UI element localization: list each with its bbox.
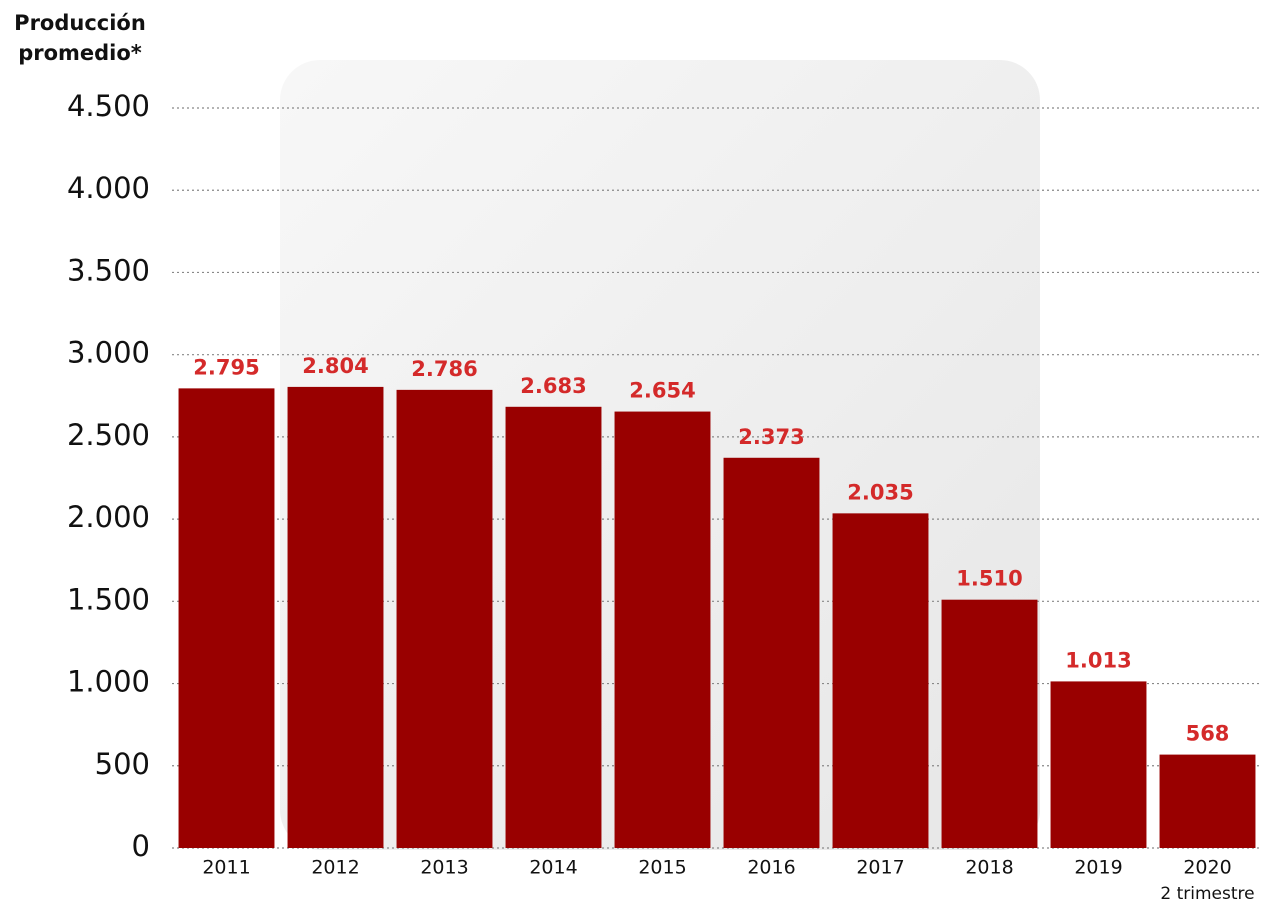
data-label: 1.013 [1065, 648, 1131, 672]
x-tick-label: 2015 [638, 857, 686, 879]
x-tick-label: 2011 [202, 857, 250, 879]
y-tick-label: 1.500 [67, 582, 150, 616]
bar [1050, 681, 1147, 848]
y-tick-label: 3.500 [67, 253, 150, 287]
bar [941, 599, 1038, 848]
data-label: 2.795 [193, 355, 259, 379]
x-tick-label: 2017 [856, 857, 904, 879]
data-label: 1.510 [956, 567, 1022, 591]
y-axis-label: Producción promedio* [14, 11, 146, 65]
y-tick-label: 500 [95, 747, 150, 781]
bar [614, 411, 711, 848]
x-tick-label: 2018 [965, 857, 1013, 879]
y-tick-label: 2.500 [67, 418, 150, 452]
y-tick-label: 4.500 [67, 89, 150, 123]
data-label: 2.786 [411, 357, 477, 381]
data-label: 2.683 [520, 374, 586, 398]
y-tick-label: 3.000 [67, 336, 150, 370]
bar [396, 389, 493, 848]
data-label: 2.804 [302, 354, 368, 378]
data-label: 2.035 [847, 480, 913, 504]
bar [723, 457, 820, 848]
x-tick-label: 2020 [1183, 857, 1231, 879]
y-tick-label: 4.000 [67, 171, 150, 205]
x-tick-label: 2013 [420, 857, 468, 879]
data-label: 2.373 [738, 425, 804, 449]
bar [178, 388, 275, 848]
bar [505, 406, 602, 848]
bar [832, 513, 929, 848]
bar [1159, 754, 1256, 848]
y-tick-label: 1.000 [67, 665, 150, 699]
x-tick-label: 2012 [311, 857, 359, 879]
y-tick-label: 2.000 [67, 500, 150, 534]
bar [287, 386, 384, 848]
x-tick-label: 2016 [747, 857, 795, 879]
x-tick-label: 2014 [529, 857, 577, 879]
y-tick-label: 0 [132, 829, 150, 863]
x-tick-label: 2019 [1074, 857, 1122, 879]
data-label: 2.654 [629, 379, 695, 403]
x-tick-note: 2 trimestre [1160, 884, 1254, 904]
data-label: 568 [1186, 722, 1230, 746]
